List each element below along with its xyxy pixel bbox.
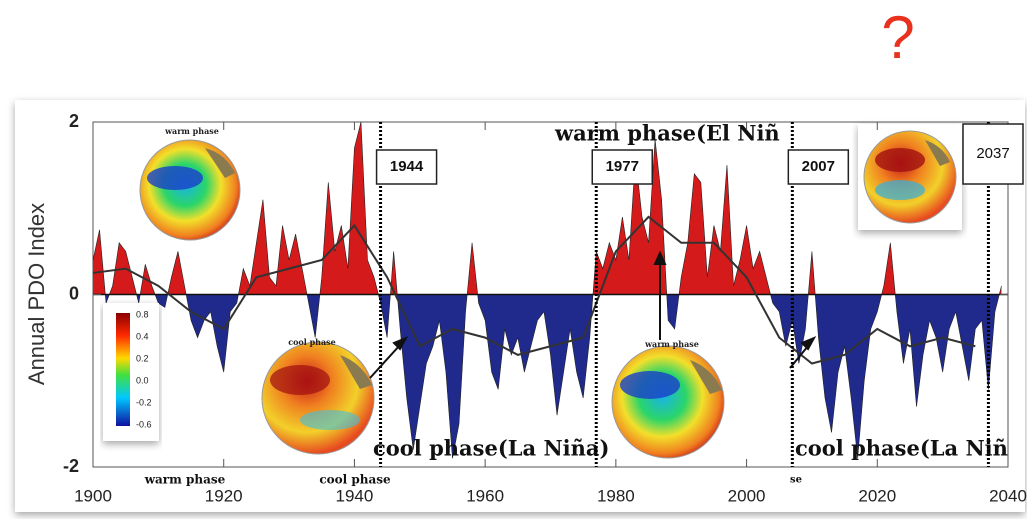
year-label: 2007 xyxy=(802,158,835,175)
x-tick-label: 2000 xyxy=(728,486,766,505)
smoothed-line xyxy=(92,215,976,365)
colorbar-tick-label: -0.2 xyxy=(136,397,152,407)
x-tick-label: 1940 xyxy=(336,486,374,505)
globe xyxy=(261,341,375,455)
globe-label: cool phase xyxy=(288,337,336,347)
colorbar xyxy=(116,313,130,426)
x-tick-label: 1920 xyxy=(205,486,243,505)
x-tick-label: 1900 xyxy=(74,486,112,505)
area-outline xyxy=(92,121,1002,459)
globe-label: warm phase xyxy=(644,339,699,349)
x-tick-label: 1960 xyxy=(466,486,504,505)
year-label: 2037 xyxy=(976,145,1009,162)
annotation: cool phase(La Niñ xyxy=(795,436,1008,461)
colorbar-tick-label: -0.6 xyxy=(136,419,152,429)
colorbar-tick-label: 0.0 xyxy=(136,375,149,385)
annotation: se xyxy=(790,475,802,486)
colorbar-tick-label: 0.2 xyxy=(136,353,149,363)
year-label: 1944 xyxy=(390,158,424,175)
year-box xyxy=(591,149,653,185)
y-tick-label: 2 xyxy=(69,111,79,131)
globe xyxy=(139,139,241,241)
annotation: warm phase xyxy=(144,473,226,487)
annotation: cool phase(La Niña) xyxy=(373,436,609,461)
y-tick-label: -2 xyxy=(63,456,79,476)
year-box xyxy=(375,149,438,185)
colorbar-box xyxy=(103,303,159,441)
x-tick-label: 2040 xyxy=(989,486,1027,505)
plot xyxy=(92,121,1008,459)
year-box xyxy=(962,123,1024,185)
y-tick-label: 0 xyxy=(69,283,79,303)
arrows xyxy=(369,250,817,379)
year-label: 1977 xyxy=(606,158,639,175)
globe-label: warm phase xyxy=(164,126,219,136)
x-tick-label: 2020 xyxy=(858,486,896,505)
colorbar-tick-label: 0.4 xyxy=(136,331,149,341)
year-box xyxy=(787,149,850,185)
globe xyxy=(611,345,725,459)
y-axis-label: Annual PDO Index xyxy=(24,203,49,385)
annotation: cool phase xyxy=(319,473,391,487)
question-mark: ? xyxy=(881,4,914,71)
annotation: warm phase(El Niñ xyxy=(554,121,780,146)
colorbar-tick-label: 0.8 xyxy=(136,309,149,319)
negative-area xyxy=(93,294,1002,459)
x-tick-label: 1980 xyxy=(597,486,635,505)
globe xyxy=(863,130,957,224)
